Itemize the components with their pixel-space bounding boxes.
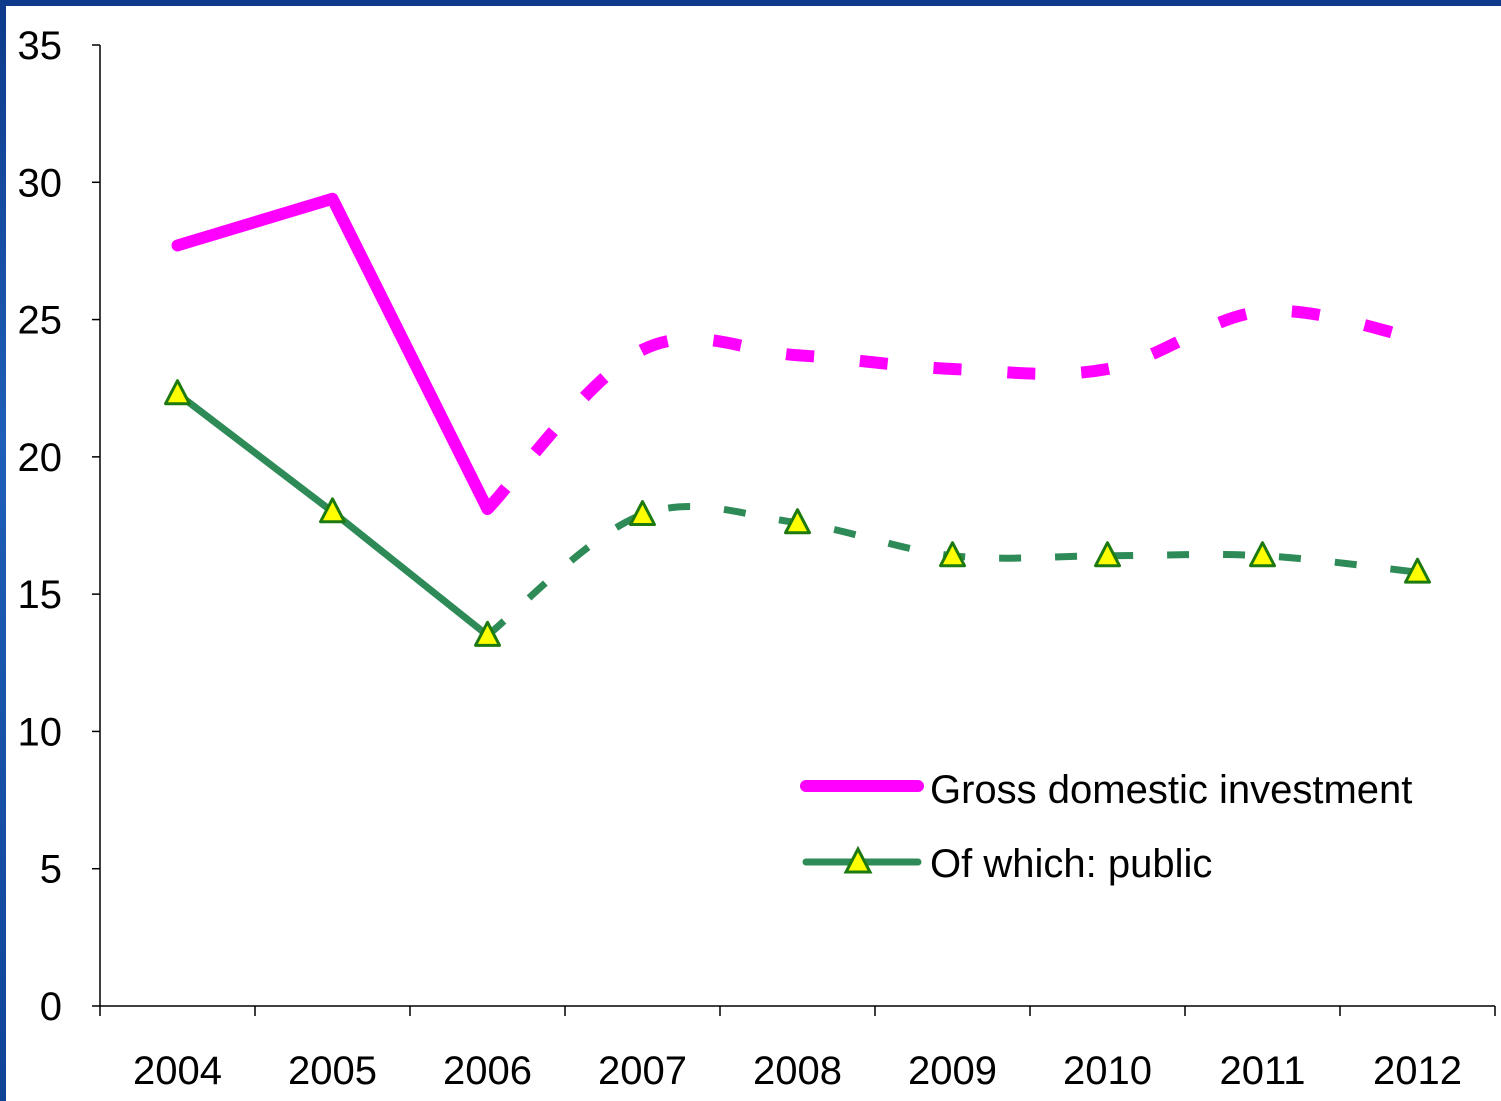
data-point-triangle [1249, 541, 1276, 568]
data-point-triangle [319, 497, 346, 524]
y-tick-label: 10 [18, 710, 63, 754]
data-point-triangle [784, 508, 811, 535]
data-point-triangle [474, 620, 501, 647]
data-point-triangle [1094, 541, 1121, 568]
series-layer [164, 192, 1431, 647]
x-tick-label: 2007 [598, 1049, 687, 1093]
series-line-projection-0 [483, 304, 1419, 514]
data-point-triangle [164, 379, 191, 406]
y-tick-label: 0 [40, 985, 62, 1029]
legend-label-gross-domestic-investment: Gross domestic investment [930, 768, 1412, 812]
data-point-triangle [939, 541, 966, 568]
x-tick-label: 2009 [908, 1049, 997, 1093]
data-point-triangle [1404, 557, 1431, 584]
y-tick-label: 5 [40, 848, 62, 892]
x-tick-label: 2005 [288, 1049, 377, 1093]
y-tick-label: 20 [18, 436, 63, 480]
y-tick-label: 15 [18, 573, 63, 617]
legend-marker-triangle [843, 845, 873, 874]
legend: Gross domestic investment Of which: publ… [800, 768, 1412, 886]
y-tick-label: 35 [18, 24, 63, 68]
axes: 0 5 10 15 20 25 30 35 2004 2005 2006 2007 2008 2009 20… [18, 24, 1496, 1093]
x-tick-label: 2006 [443, 1049, 532, 1093]
data-point-triangle [629, 500, 656, 527]
x-tick-label: 2012 [1373, 1049, 1462, 1093]
series-line-projection-1 [485, 503, 1418, 639]
x-tick-label: 2004 [133, 1049, 222, 1093]
chart-area [6, 6, 1501, 1101]
y-tick-label: 30 [18, 161, 63, 205]
series-line-actual-0 [171, 192, 494, 516]
x-tick-label: 2011 [1219, 1049, 1305, 1093]
x-tick-label: 2010 [1063, 1049, 1152, 1093]
y-tick-label: 25 [18, 299, 63, 343]
x-tick-label: 2008 [753, 1049, 842, 1093]
legend-label-of-which-public: Of which: public [930, 842, 1212, 886]
